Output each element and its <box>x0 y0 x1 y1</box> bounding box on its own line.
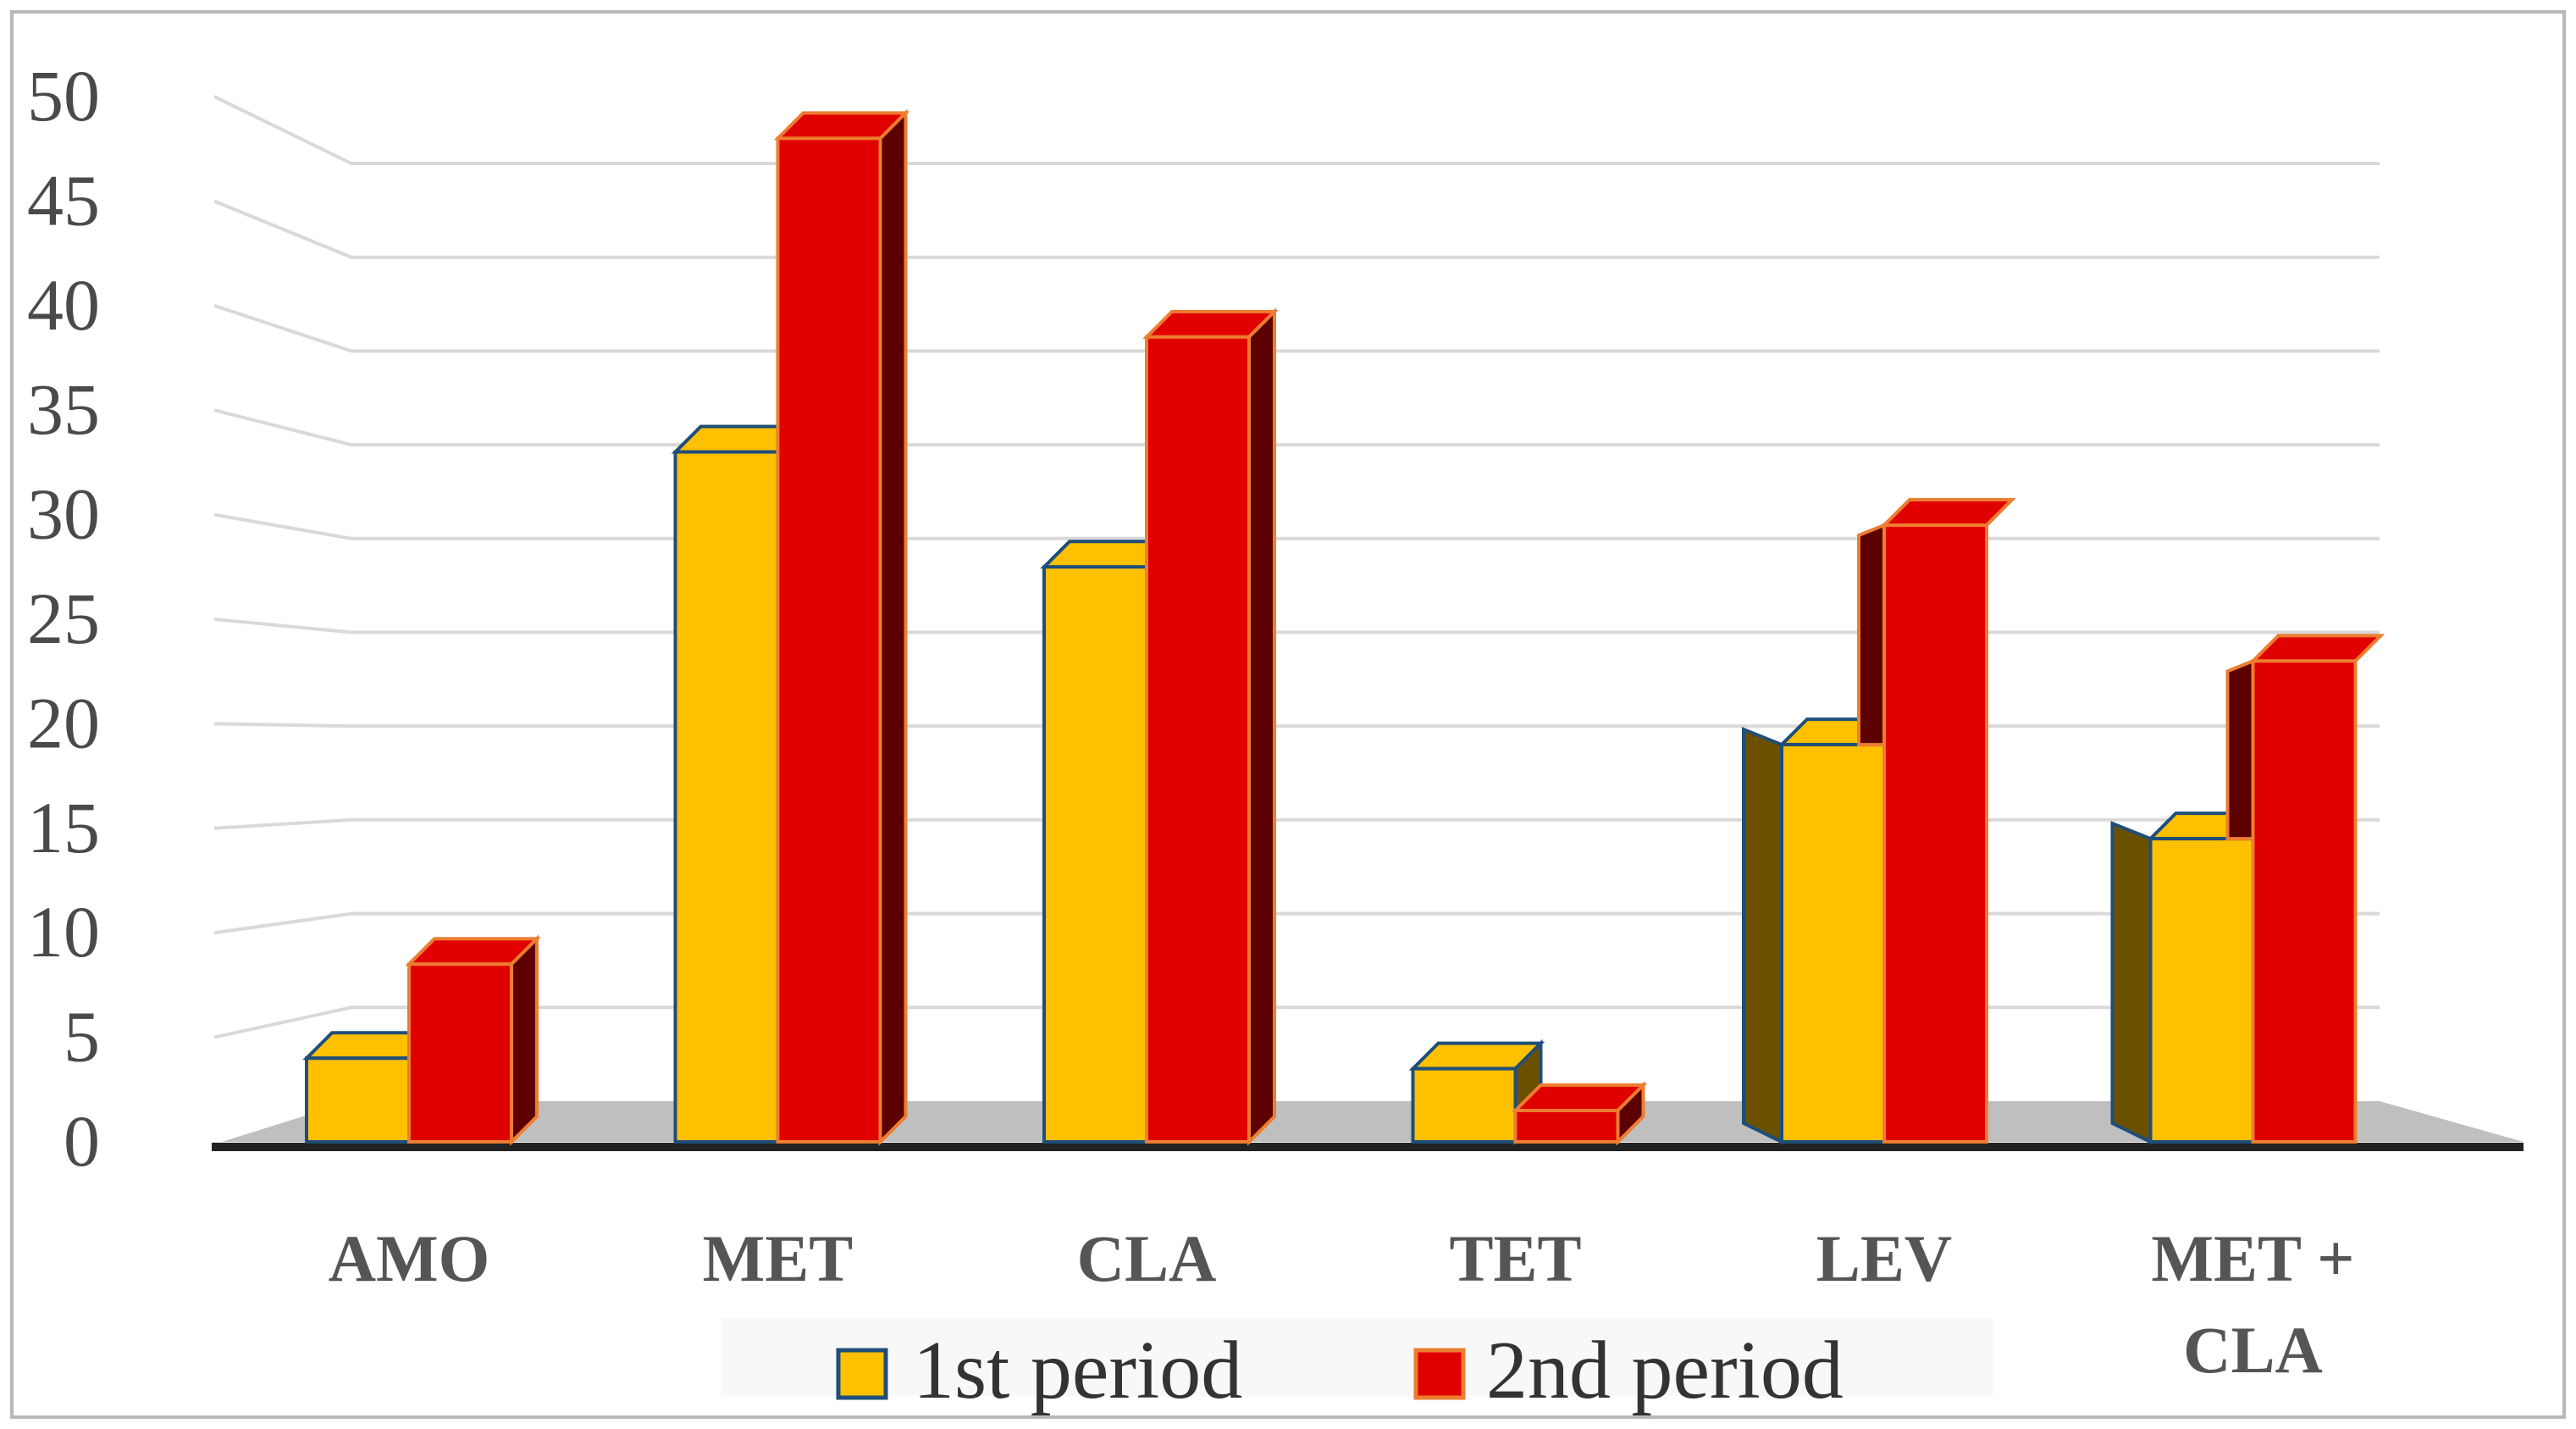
legend-swatch <box>836 1348 888 1400</box>
legend-label: 2nd period <box>1486 1325 1844 1416</box>
gridline <box>213 722 2380 728</box>
bar-1-0 <box>405 934 541 1146</box>
bar-0-3 <box>1408 1039 1545 1146</box>
bar-side-face <box>878 108 908 1146</box>
gridline <box>213 199 2380 259</box>
bar-side-face <box>1857 522 1886 747</box>
gridline <box>213 618 2380 634</box>
y-tick-label: 45 <box>27 159 100 241</box>
bar-0-5 <box>2110 811 2283 1145</box>
x-category-label: MET <box>703 1221 854 1295</box>
y-tick-label: 10 <box>27 891 100 972</box>
bar-1-1 <box>773 108 910 1146</box>
legend-swatch <box>1413 1348 1466 1400</box>
bar-1-3 <box>1511 1081 1648 1146</box>
bar-front-face <box>2251 659 2358 1144</box>
bar-side-face <box>1742 727 1783 1145</box>
x-category-label: MET + <box>2151 1221 2354 1295</box>
bar-side-face <box>2225 658 2255 841</box>
gridline <box>213 95 2380 165</box>
y-tick-label: 50 <box>27 55 100 136</box>
bar-0-2 <box>1040 540 1176 1144</box>
y-tick-label: 30 <box>27 474 100 555</box>
gridline <box>213 817 2380 830</box>
legend-background <box>721 1318 1993 1396</box>
bar-front-face <box>1042 565 1148 1144</box>
bar-front-face <box>1882 523 1988 1144</box>
x-category-label: CLA <box>2183 1313 2323 1387</box>
bar-front-face <box>2148 837 2255 1144</box>
x-category-label: AMO <box>329 1221 490 1295</box>
chart-border <box>10 10 2566 1419</box>
bar-front-face <box>1513 1108 1620 1144</box>
bar-front-face <box>305 1056 411 1144</box>
legend: 1st period 2nd period <box>721 1318 1993 1416</box>
bar-front-face <box>1780 743 1886 1144</box>
bar-1-5 <box>2225 634 2385 1144</box>
x-category-label: LEV <box>1816 1221 1952 1295</box>
bar-0-0 <box>302 1031 439 1144</box>
gridlines <box>213 95 2380 1039</box>
y-tick-label: 35 <box>27 368 100 450</box>
x-category-label: CLA <box>1077 1221 1217 1295</box>
gridline <box>213 1005 2380 1039</box>
y-tick-label: 5 <box>64 996 100 1077</box>
y-tick-label: 0 <box>64 1100 100 1182</box>
bar-front-face <box>776 136 882 1144</box>
bar-0-1 <box>671 424 808 1144</box>
bar-side-face <box>2110 821 2153 1145</box>
axis-labels: 0 5 10 15 20 25 30 35 40 45 50 AMO MET CLA TET LEV MET +… <box>27 55 2355 1387</box>
y-tick-label: 15 <box>27 787 100 868</box>
bar-front-face <box>1411 1066 1517 1144</box>
bar-front-face <box>407 962 513 1144</box>
y-tick-label: 20 <box>27 682 100 763</box>
bar-front-face <box>1145 335 1251 1144</box>
bar-1-4 <box>1857 497 2016 1144</box>
bar-front-face <box>673 450 780 1144</box>
bars <box>302 108 2385 1146</box>
gridline <box>213 303 2380 353</box>
bar-1-2 <box>1142 307 1279 1146</box>
legend-label: 1st period <box>913 1325 1242 1416</box>
gridline <box>213 408 2380 447</box>
gridline <box>213 911 2380 935</box>
y-tick-label: 25 <box>27 578 100 659</box>
bar-side-face <box>1247 307 1276 1146</box>
gridline <box>213 512 2380 540</box>
y-tick-label: 40 <box>27 264 100 346</box>
bar-side-face <box>510 934 539 1146</box>
x-category-label: TET <box>1449 1221 1581 1295</box>
